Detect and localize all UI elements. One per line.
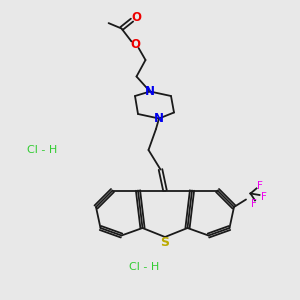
Text: Cl - H: Cl - H bbox=[27, 145, 57, 155]
Text: Cl - H: Cl - H bbox=[129, 262, 159, 272]
Text: N: N bbox=[145, 85, 155, 98]
Text: O: O bbox=[130, 38, 140, 52]
Text: O: O bbox=[131, 11, 142, 24]
Text: F: F bbox=[261, 191, 267, 202]
Text: F: F bbox=[250, 199, 256, 209]
Text: N: N bbox=[154, 112, 164, 125]
Text: S: S bbox=[160, 236, 169, 249]
Text: F: F bbox=[257, 181, 263, 191]
